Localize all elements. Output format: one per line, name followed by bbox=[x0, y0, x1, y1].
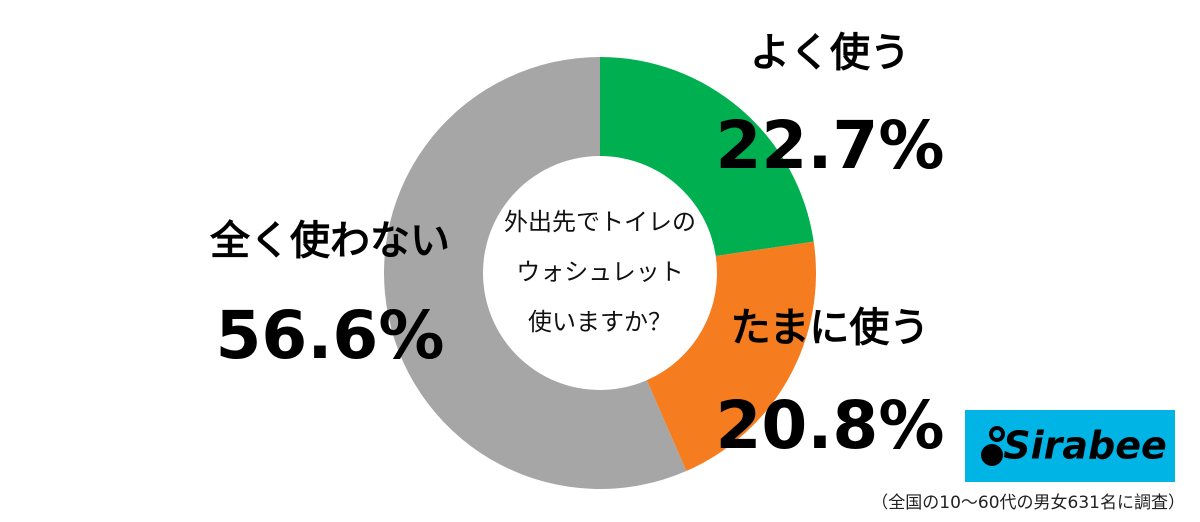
donut-segment bbox=[384, 57, 687, 489]
value-label: 56.6% bbox=[216, 297, 445, 374]
logo-icon bbox=[989, 426, 1005, 442]
center-title: 使いますか？ bbox=[528, 308, 672, 336]
value-label: 20.8% bbox=[716, 387, 945, 464]
category-label: たまに使う bbox=[731, 305, 930, 351]
footnote: （全国の10〜60代の男女631名に調査） bbox=[871, 493, 1185, 513]
donut-segment bbox=[646, 241, 817, 472]
logo-text: Sirabee bbox=[1003, 424, 1167, 468]
category-label: よく使う bbox=[750, 30, 910, 76]
category-label: 全く使わない bbox=[209, 218, 450, 264]
center-title: ウォシュレット bbox=[516, 258, 684, 286]
logo-box bbox=[965, 410, 1175, 482]
value-label: 22.7% bbox=[716, 107, 945, 184]
logo-icon bbox=[981, 444, 1003, 466]
donut-segment bbox=[600, 57, 814, 256]
center-title: 外出先でトイレの bbox=[504, 208, 696, 236]
